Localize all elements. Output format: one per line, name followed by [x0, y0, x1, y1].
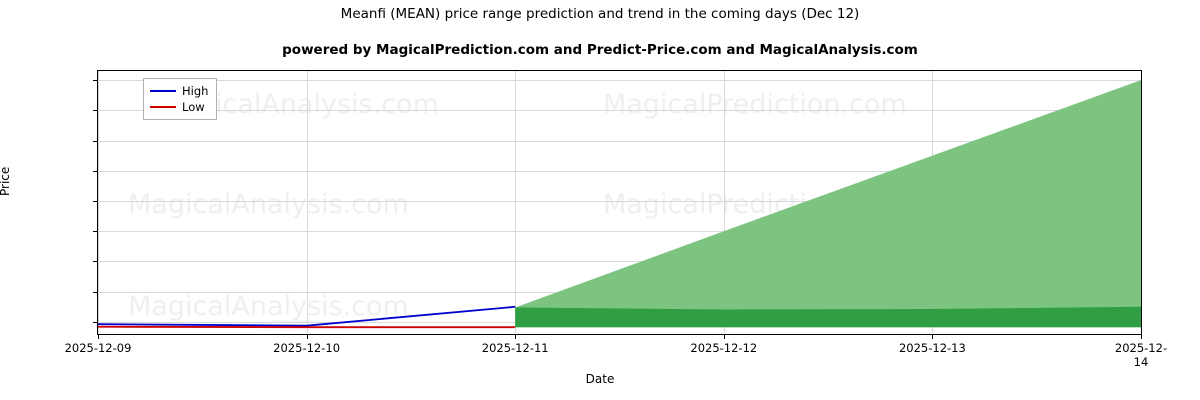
gridline-horizontal [98, 201, 1141, 202]
y-axis-labels: 0.000100.000120.000140.000160.000180.000… [0, 0, 97, 400]
x-tick-label: 2025-12-13 [898, 341, 966, 355]
series-line-high [98, 305, 516, 327]
y-tick-mark [93, 80, 97, 82]
gridline-horizontal [98, 231, 1141, 232]
chart-title: Meanfi (MEAN) price range prediction and… [340, 6, 860, 22]
outer-range-band [515, 80, 1141, 328]
legend-item-low: Low [150, 99, 208, 115]
y-tick-mark [93, 140, 97, 142]
y-tick-mark [93, 231, 97, 233]
gridline-vertical [724, 71, 725, 334]
gridline-vertical [98, 71, 99, 334]
x-tick-label: 2025-12-10 [273, 341, 341, 355]
y-tick-mark [93, 291, 97, 293]
gridline-vertical [515, 71, 516, 334]
x-tick-label: 2025-12-11 [481, 341, 549, 355]
series-layer [98, 80, 1141, 329]
legend-swatch-high [150, 90, 176, 92]
gridline-horizontal [98, 80, 1141, 81]
legend-label-high: High [182, 84, 209, 98]
legend-swatch-low [150, 106, 176, 108]
x-tick-mark [515, 335, 517, 339]
legend: High Low [143, 78, 218, 120]
chart-subtitle: powered by MagicalPrediction.com and Pre… [282, 42, 918, 58]
x-tick-mark [1141, 335, 1142, 339]
y-tick-mark [93, 261, 97, 263]
legend-label-low: Low [182, 100, 205, 114]
x-tick-label: 2025-12-14 [1114, 341, 1168, 369]
gridline-horizontal [98, 171, 1141, 172]
x-axis-title: Date [585, 372, 615, 386]
x-tick-label: 2025-12-12 [690, 341, 758, 355]
x-tick-label: 2025-12-09 [64, 341, 132, 355]
inner-range-band [515, 306, 1141, 328]
x-tick-mark [932, 335, 934, 339]
y-tick-mark [93, 170, 97, 172]
y-tick-mark [93, 110, 97, 112]
gridline-horizontal [98, 141, 1141, 142]
y-tick-mark [93, 200, 97, 202]
x-tick-mark [306, 335, 308, 339]
gridline-vertical [307, 71, 308, 334]
y-axis-title: Price [0, 166, 12, 196]
gridline-horizontal [98, 110, 1141, 111]
gridline-horizontal [98, 261, 1141, 262]
y-tick-mark [93, 321, 97, 323]
legend-item-high: High [150, 83, 208, 99]
x-tick-mark [723, 335, 725, 339]
x-tick-mark [98, 335, 99, 339]
